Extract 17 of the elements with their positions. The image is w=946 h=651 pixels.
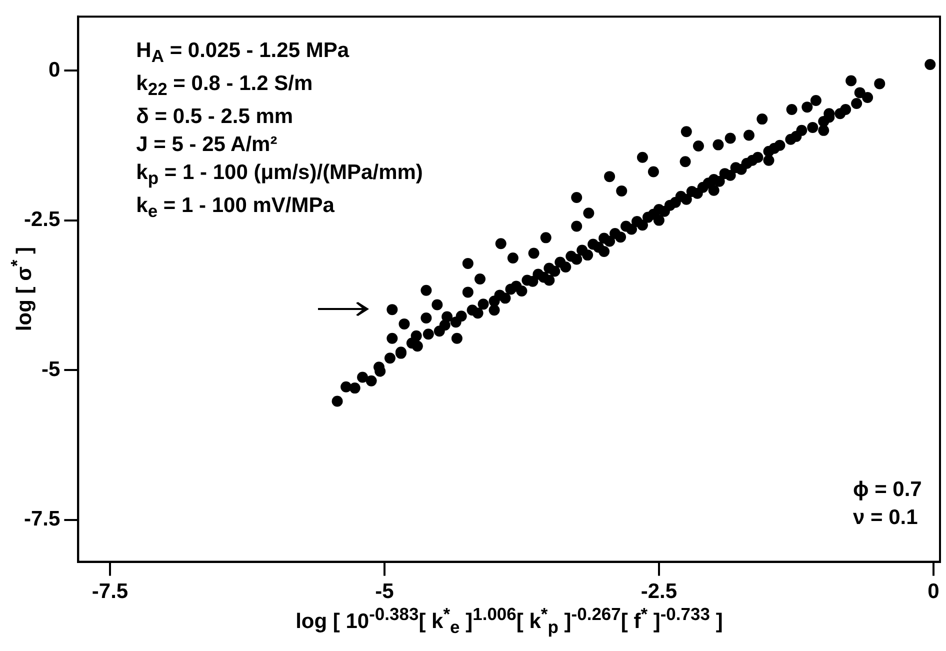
annotation: J = 5 - 25 A/m² (136, 132, 278, 156)
y-tick-label: -7.5 (24, 508, 61, 531)
annotation: δ = 0.5 - 2.5 mm (136, 104, 294, 128)
x-tick-label: -7.5 (92, 580, 128, 604)
x-tick-label: -2.5 (640, 580, 678, 604)
annotation: H$_{A}$ = 0.025 - 1.25 MPa (136, 38, 350, 66)
annotation: k$_{e}$ = 1 - 100 mV/MPa (136, 194, 334, 222)
annotation: k$_{22}$ = 0.8 - 1.2 S/m (136, 72, 313, 99)
x-tick-label: -5 (375, 580, 394, 604)
text: log [ 10$^{-0.383}$[ k$^{*}$$_{e}$ ]$^{1.006}$[ k$^{*}$$_{p}$ ]$^{-0.267}$[ f$^{*}$ ]$^{-0.733}$ ] (296, 604, 723, 637)
y-tick-label: 0 (48, 58, 60, 82)
annotation: ϕ = 0.7 (853, 478, 922, 501)
annotation: ν = 0.1 (853, 506, 918, 529)
y-tick-label: -2.5 (24, 208, 61, 232)
x-tick-label: 0 (928, 580, 940, 604)
y-tick-label: -5 (42, 358, 60, 381)
annotation: k$_{p}$ = 1 - 100 (μm/s)/(MPa/mm) (136, 160, 423, 188)
